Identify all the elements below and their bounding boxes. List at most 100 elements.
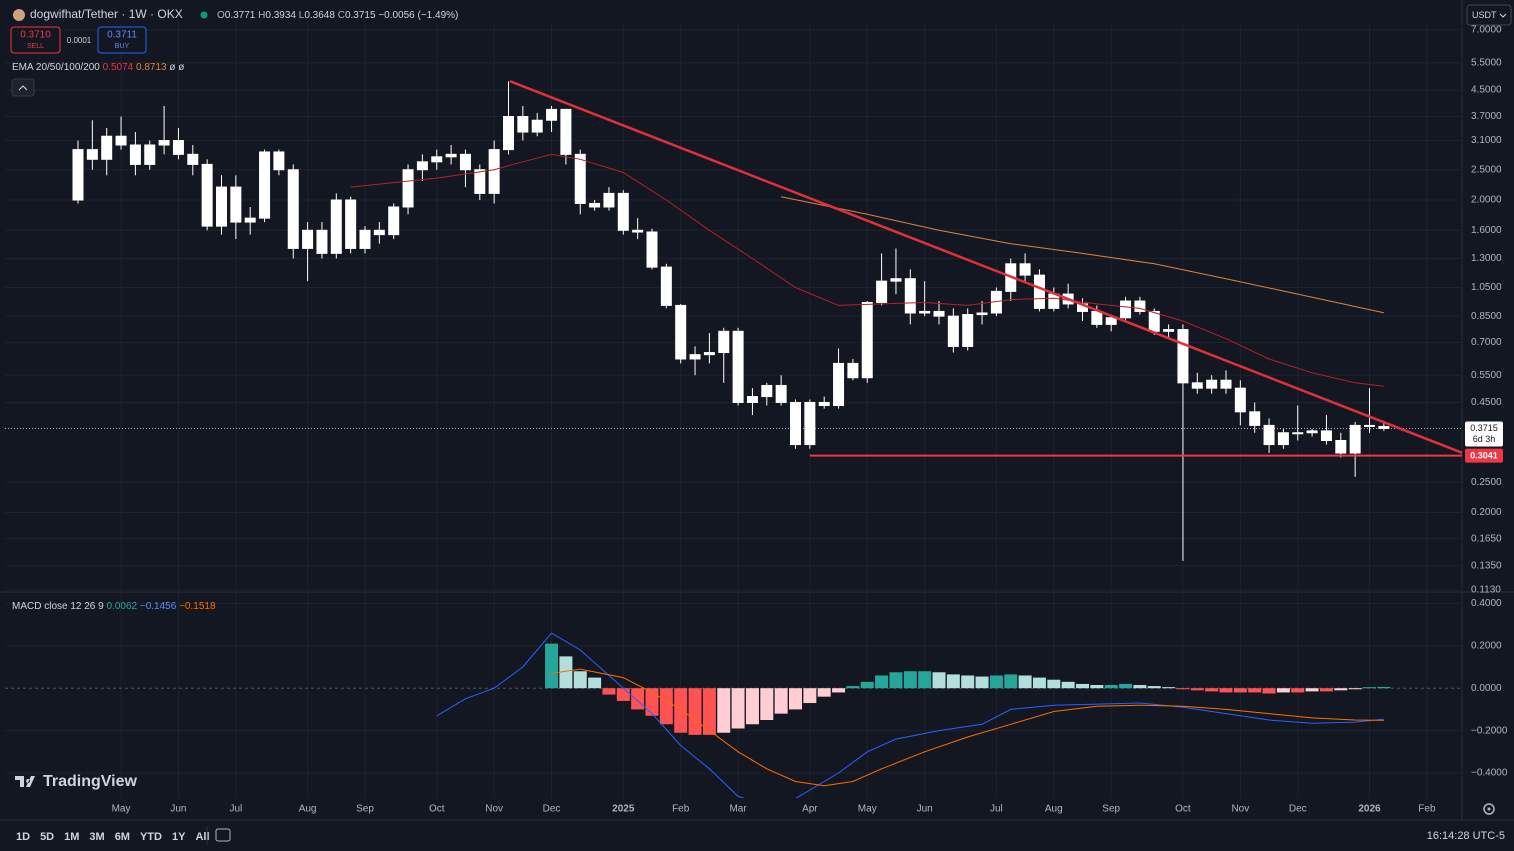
candle-body <box>632 229 644 233</box>
x-tick-label: Sep <box>356 804 374 815</box>
x-tick-label: Mar <box>729 804 747 815</box>
ohlc-value: 0.3934 <box>265 10 296 21</box>
histogram-bar <box>789 688 802 710</box>
macd-legend-label: MACD close 12 26 9 <box>12 601 104 612</box>
histogram-bar <box>659 688 673 725</box>
candle-body <box>904 278 916 314</box>
y-tick-label: 1.0500 <box>1471 282 1502 293</box>
macd-legend: MACD close 12 26 9 0.0062 −0.1456 −0.151… <box>12 601 216 612</box>
candle-body <box>1048 293 1060 309</box>
candle-body <box>273 151 285 171</box>
sell-price: 0.3710 <box>20 30 51 41</box>
candle-body <box>589 202 601 208</box>
histogram-bar <box>903 671 917 689</box>
y-tick-label: 3.1000 <box>1471 135 1502 146</box>
candle-body <box>1091 310 1103 325</box>
histogram-bar <box>717 688 731 733</box>
currency-button[interactable] <box>1466 4 1512 26</box>
histogram-bar <box>1276 688 1290 693</box>
buy-button[interactable] <box>97 26 147 54</box>
range-button[interactable]: YTD <box>140 831 162 843</box>
histogram-bar <box>588 677 602 689</box>
range-button[interactable]: 1Y <box>172 831 186 843</box>
histogram-bar <box>1061 681 1075 689</box>
x-tick-label: Feb <box>672 804 690 815</box>
candle-body <box>445 153 457 158</box>
histogram-bar <box>1348 688 1362 690</box>
candle-body <box>689 354 701 360</box>
candle-body <box>388 206 400 236</box>
histogram-bar <box>774 688 788 714</box>
x-tick-label: Nov <box>1231 804 1249 815</box>
bar-countdown: 6d 3h <box>1473 434 1496 444</box>
candle-body <box>201 163 213 227</box>
collapse-button[interactable] <box>11 78 35 97</box>
candle-body <box>933 310 945 317</box>
level-price-tag <box>1465 448 1503 463</box>
histogram-bar <box>688 688 702 735</box>
candle-body <box>1105 317 1117 325</box>
histogram-bar <box>989 675 1003 689</box>
x-tick-label: 2026 <box>1358 804 1381 815</box>
histogram-bar <box>1377 686 1391 689</box>
range-button[interactable]: All <box>195 831 209 843</box>
ohlc-values: O0.3771 H0.3934 L0.3648 C0.3715 −0.0056 … <box>217 10 458 21</box>
histogram-bar <box>1248 688 1262 693</box>
candle-body <box>703 352 715 356</box>
trendline[interactable] <box>509 80 1463 455</box>
y-tick-label: 0.2000 <box>1471 640 1502 651</box>
candle-body <box>818 401 830 407</box>
date-range-icon[interactable] <box>215 828 231 842</box>
histogram-bar <box>1319 688 1333 692</box>
candle-body <box>1263 424 1275 446</box>
symbol-title[interactable]: dogwifhat/Tether · 1W · OKX <box>30 7 183 21</box>
range-button[interactable]: 1M <box>64 831 79 843</box>
x-tick-label: Aug <box>1045 804 1063 815</box>
histogram-bar <box>645 688 659 716</box>
candle-body <box>431 156 443 163</box>
candle-body <box>1220 379 1232 389</box>
ohlc-change: −0.0056 (−1.49%) <box>378 10 458 21</box>
candle-body <box>1277 432 1289 446</box>
candle-body <box>1306 430 1318 434</box>
candle-body <box>976 312 988 316</box>
x-tick-label: Feb <box>1418 804 1436 815</box>
histogram-bar <box>875 675 889 689</box>
y-tick-label: 0.4000 <box>1471 598 1502 609</box>
ohlc-value: 0.3771 <box>225 10 256 21</box>
ema-legend-empty: ø ø <box>169 62 184 73</box>
y-tick-label: 7.0000 <box>1471 25 1502 36</box>
y-tick-label: 0.8500 <box>1471 311 1502 322</box>
settings-icon[interactable] <box>1483 803 1495 815</box>
ema-line <box>780 196 1384 314</box>
candle-body <box>804 401 816 446</box>
candle-body <box>1349 424 1361 454</box>
histogram-bar <box>731 688 745 729</box>
macd-legend-value: −0.1518 <box>179 601 216 612</box>
candle-body <box>302 229 314 249</box>
candle-body <box>861 301 873 379</box>
candle-body <box>230 186 242 223</box>
range-button[interactable]: 1D <box>16 831 30 843</box>
candle-body <box>1249 411 1261 426</box>
candle-body <box>746 396 758 403</box>
macd-line <box>551 668 1384 787</box>
candle-body <box>947 315 959 347</box>
candle-body <box>101 135 113 160</box>
candle-body <box>129 144 141 165</box>
candle-body <box>847 362 859 379</box>
ema-legend: EMA 20/50/100/200 0.5074 0.8713 ø ø <box>12 62 184 73</box>
ema-legend-label: EMA 20/50/100/200 <box>12 62 100 73</box>
candle-body <box>115 135 127 146</box>
histogram-bar <box>832 688 846 693</box>
ohlc-value: 0.3715 <box>345 10 376 21</box>
range-button[interactable]: 3M <box>89 831 104 843</box>
candle-body <box>416 161 428 171</box>
candle-body <box>1364 424 1375 427</box>
x-tick-label: Oct <box>1175 804 1191 815</box>
sell-button[interactable] <box>10 26 61 54</box>
range-button[interactable]: 5D <box>40 831 54 843</box>
candle-body <box>617 192 629 231</box>
range-button[interactable]: 6M <box>115 831 130 843</box>
